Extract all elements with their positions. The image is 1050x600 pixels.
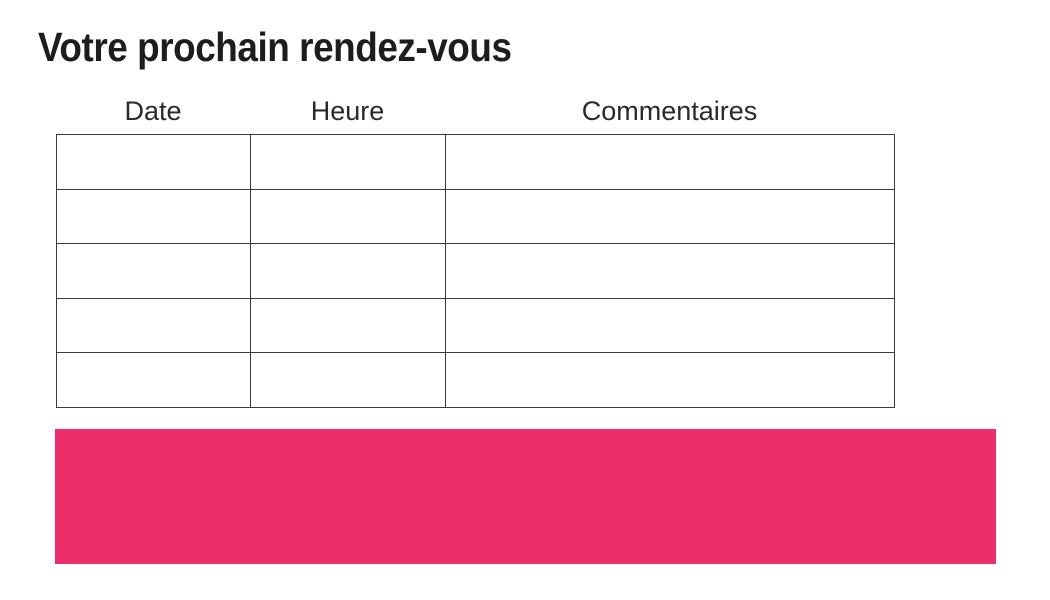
cell-heure — [250, 297, 446, 354]
appointments-table — [56, 134, 895, 408]
page-title: Votre prochain rendez-vous — [38, 24, 512, 70]
table-row — [56, 134, 895, 190]
column-header-commentaires: Commentaires — [581, 96, 758, 126]
cell-date — [56, 134, 251, 190]
table-column-headers: Date Heure Commentaires — [0, 93, 1050, 129]
column-header-date: Date — [124, 96, 182, 126]
cell-commentaires — [445, 297, 895, 354]
cell-heure — [250, 243, 446, 299]
cell-heure — [250, 134, 446, 190]
cell-date — [56, 297, 251, 354]
table-row — [56, 297, 895, 354]
cell-date — [56, 243, 251, 299]
cell-commentaires — [445, 134, 895, 190]
cell-heure — [250, 188, 446, 245]
table-row — [56, 243, 895, 299]
cell-commentaires — [445, 243, 895, 299]
table-row — [56, 352, 895, 408]
cell-heure — [250, 352, 446, 408]
cell-commentaires — [445, 188, 895, 245]
cell-date — [56, 352, 251, 408]
column-header-heure: Heure — [310, 96, 385, 126]
cell-date — [56, 188, 251, 245]
accent-banner — [55, 429, 996, 564]
cell-commentaires — [445, 352, 895, 408]
table-row — [56, 188, 895, 245]
